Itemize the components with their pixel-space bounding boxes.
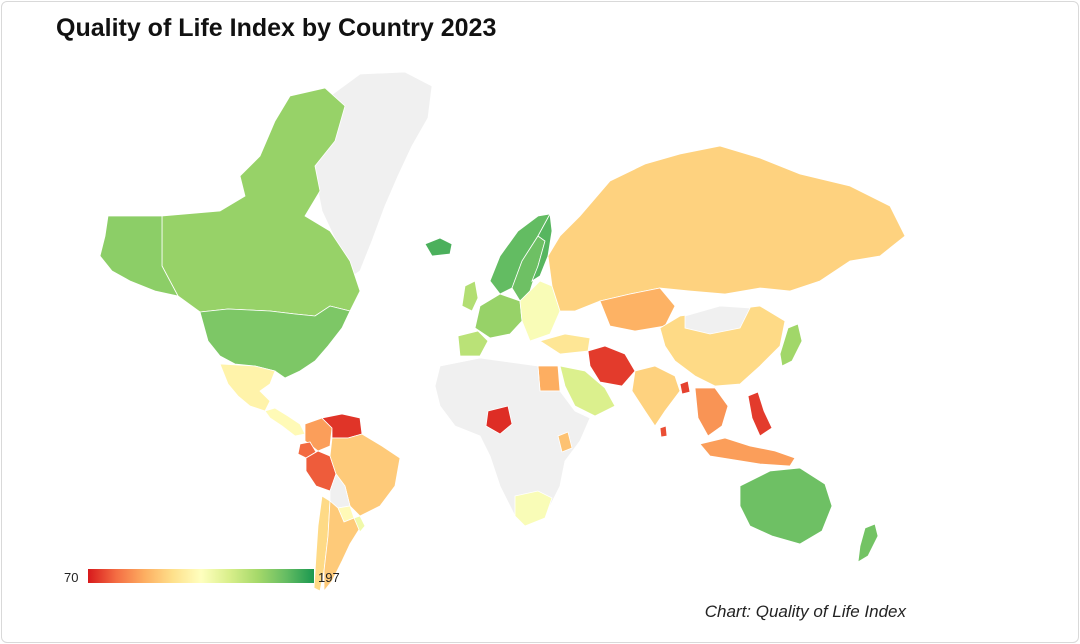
legend-gradient-rect [88, 569, 314, 583]
country-nigeria[interactable] [485, 405, 513, 435]
color-legend: 70 197 [60, 566, 360, 590]
country-united-kingdom[interactable] [461, 280, 479, 312]
country-alaska[interactable] [99, 215, 179, 297]
country-africa-other[interactable] [434, 357, 591, 522]
country-japan[interactable] [779, 323, 803, 367]
country-russia[interactable] [547, 145, 906, 312]
country-turkey[interactable] [539, 333, 591, 355]
country-saudi-arabia[interactable] [559, 365, 616, 417]
world-map-svg [99, 71, 906, 593]
country-finland[interactable] [531, 212, 553, 282]
country-south-africa[interactable] [514, 490, 553, 527]
legend-max-label: 197 [318, 570, 340, 585]
country-new-zealand[interactable] [857, 523, 879, 563]
country-western-europe[interactable] [474, 293, 523, 339]
country-uruguay[interactable] [353, 515, 366, 533]
legend-gradient-bar [88, 569, 314, 583]
country-egypt[interactable] [537, 365, 561, 392]
country-indonesia[interactable] [699, 437, 796, 467]
country-kenya[interactable] [557, 431, 573, 453]
world-map[interactable] [60, 66, 920, 606]
country-iceland[interactable] [424, 237, 453, 257]
country-australia[interactable] [739, 467, 833, 545]
chart-credit: Chart: Quality of Life Index [704, 602, 906, 621]
country-iberia[interactable] [457, 330, 489, 357]
country-india[interactable] [631, 365, 681, 427]
country-kazakhstan[interactable] [599, 287, 676, 332]
country-philippines[interactable] [747, 391, 773, 437]
country-sri-lanka[interactable] [659, 425, 668, 438]
country-eastern-europe[interactable] [519, 280, 561, 342]
country-bangladesh[interactable] [679, 380, 691, 395]
country-mexico[interactable] [219, 363, 276, 412]
chart-title: Quality of Life Index by Country 2023 [56, 14, 497, 42]
country-mongolia[interactable] [684, 305, 751, 335]
country-iran[interactable] [587, 345, 636, 387]
country-central-america[interactable] [264, 407, 306, 437]
country-argentina[interactable] [323, 500, 361, 593]
legend-min-label: 70 [64, 570, 79, 585]
country-southeast-asia[interactable] [694, 387, 729, 437]
country-united-states[interactable] [199, 305, 351, 379]
legend-gradient-svg [88, 569, 314, 583]
